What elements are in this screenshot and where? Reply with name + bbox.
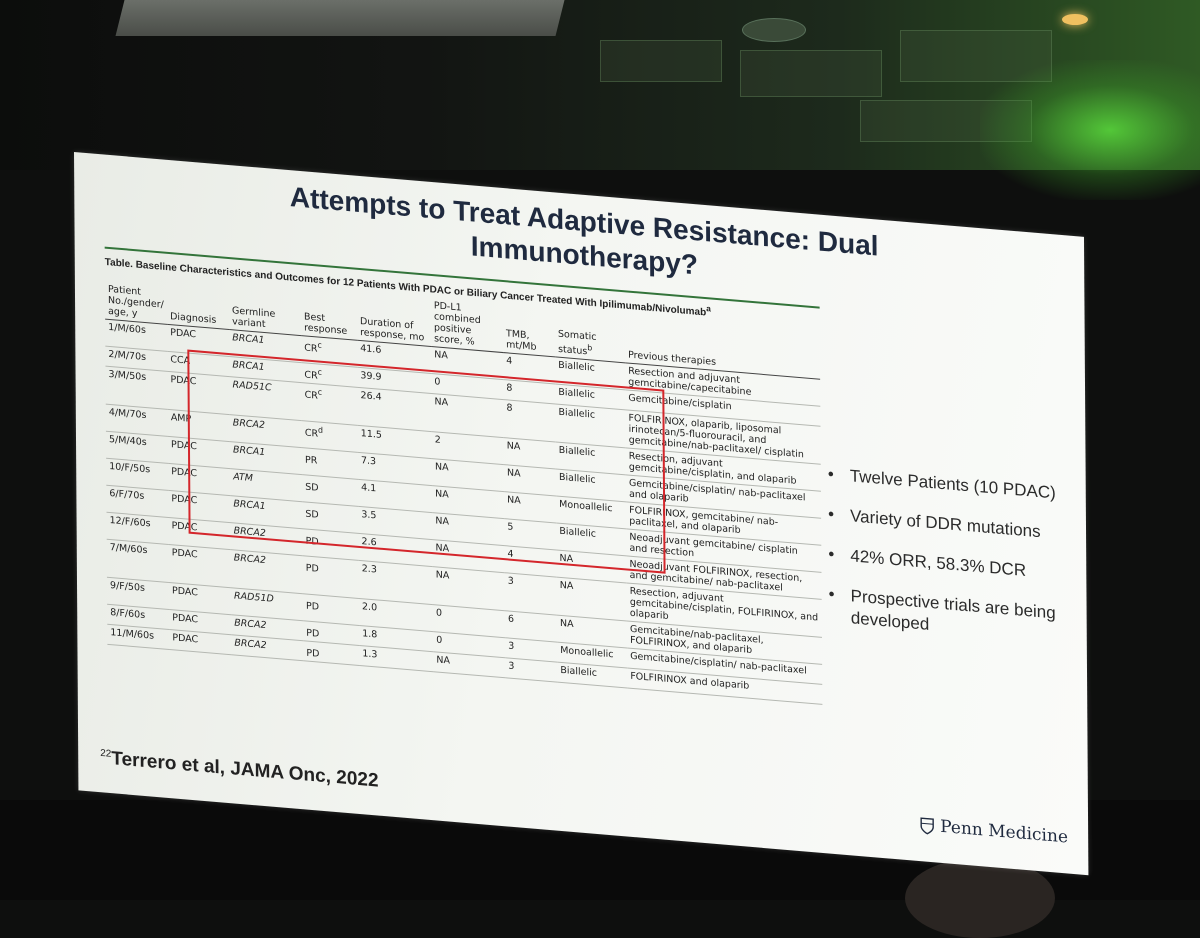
cell-duration-text: 2.3 bbox=[362, 563, 377, 575]
cell-germline-text: BRCA2 bbox=[234, 618, 266, 632]
cell-duration-text: 2.0 bbox=[362, 601, 377, 613]
cell-tmb: 3 bbox=[505, 658, 557, 683]
cell-pdl1-text: NA bbox=[436, 655, 450, 667]
bullet-text: Prospective trials are being developed bbox=[851, 586, 1056, 634]
cell-pdl1-text: NA bbox=[434, 349, 448, 361]
cell-tmb-text: 3 bbox=[508, 641, 514, 653]
cell-diagnosis-text: PDAC bbox=[172, 547, 198, 560]
ceiling-vent bbox=[742, 18, 806, 42]
cell-response-text: CR bbox=[304, 343, 317, 355]
ceiling-tile bbox=[600, 40, 722, 82]
cell-patient-text: 2/M/70s bbox=[108, 349, 146, 363]
cell-patient-text: 11/M/60s bbox=[110, 627, 154, 642]
cell-germline-text: BRCA1 bbox=[232, 332, 264, 346]
ceiling-soffit bbox=[116, 0, 565, 36]
table-caption-footnote: a bbox=[706, 303, 711, 313]
cell-patient-text: 6/F/70s bbox=[109, 488, 144, 502]
cell-diagnosis-text: PDAC bbox=[172, 612, 198, 625]
cell-germline-text: BRCA2 bbox=[234, 638, 266, 652]
ceiling-tile bbox=[740, 50, 882, 97]
header-pdl1: PD-L1 combined positive score, % bbox=[431, 298, 503, 353]
cell-pdl1-text: NA bbox=[436, 570, 450, 582]
cell-patient-text: 4/M/70s bbox=[109, 407, 147, 421]
cell-diagnosis-text: PDAC bbox=[172, 585, 198, 598]
cell-tmb-text: 3 bbox=[508, 576, 514, 588]
header-germline: Germline variant bbox=[229, 281, 301, 336]
cell-germline-text: BRCA2 bbox=[234, 553, 266, 567]
cell-response-text: PD bbox=[306, 648, 319, 660]
bullet-text: Twelve Patients (10 PDAC) bbox=[850, 466, 1056, 502]
cell-patient: 7/M/60s bbox=[107, 539, 169, 582]
cell-patient-text: 3/M/50s bbox=[108, 369, 146, 383]
cell-patient-text: 8/F/60s bbox=[110, 607, 145, 621]
cell-patient-text: 5/M/40s bbox=[109, 434, 147, 448]
cell-patient-text: 1/M/60s bbox=[108, 322, 146, 336]
shield-icon bbox=[920, 817, 934, 835]
bullet-item: • Variety of DDR mutations bbox=[828, 503, 1073, 546]
cell-tmb-text: 6 bbox=[508, 614, 514, 626]
cell-somatic-text: Biallelic bbox=[560, 665, 597, 679]
cell-pdl1-text: 0 bbox=[436, 608, 442, 620]
cell-patient: 3/M/50s bbox=[105, 366, 167, 409]
bullet-dot: • bbox=[828, 503, 834, 526]
cell-pdl1: NA bbox=[433, 567, 505, 611]
cell-patient-text: 7/M/60s bbox=[110, 542, 148, 556]
bullet-item: • Twelve Patients (10 PDAC) bbox=[828, 463, 1073, 506]
cell-diagnosis-text: PDAC bbox=[170, 327, 196, 340]
header-somatic: Somatic statusb bbox=[555, 308, 625, 362]
green-light-glow bbox=[980, 60, 1200, 200]
cell-patient-text: 10/F/50s bbox=[109, 461, 150, 475]
bullet-item: • Prospective trials are being developed bbox=[829, 583, 1074, 648]
bullet-dot: • bbox=[828, 463, 834, 486]
cell-patient: 11/M/60s bbox=[107, 625, 169, 650]
projected-slide: Attempts to Treat Adaptive Resistance: D… bbox=[74, 152, 1088, 875]
bullet-list: • Twelve Patients (10 PDAC) • Variety of D… bbox=[828, 463, 1074, 666]
cell-patient-text: 9/F/50s bbox=[110, 580, 145, 594]
cell-diagnosis-text: PDAC bbox=[172, 633, 198, 646]
bullet-text: 42% ORR, 58.3% DCR bbox=[850, 546, 1026, 580]
bullet-text: Variety of DDR mutations bbox=[850, 506, 1041, 541]
cell-somatic: NA bbox=[557, 577, 627, 621]
cell-response-text: PD bbox=[306, 601, 319, 613]
header-response: Best response bbox=[301, 287, 357, 340]
slide-number: 22 bbox=[100, 748, 111, 760]
citation-text: Terrero et al, JAMA Onc, 2022 bbox=[111, 748, 378, 791]
cell-somatic-text: Monoallelic bbox=[560, 645, 613, 660]
penn-medicine-logo: Penn Medicine bbox=[920, 815, 1068, 847]
cell-response: PD bbox=[303, 556, 359, 599]
cell-patient-text: 12/F/60s bbox=[110, 515, 151, 529]
cell-somatic-text: NA bbox=[560, 580, 574, 592]
bullet-dot: • bbox=[828, 543, 834, 566]
response-footnote: c bbox=[317, 340, 321, 349]
cell-tmb-text: 3 bbox=[508, 661, 514, 673]
header-tmb: TMB, mt/Mb bbox=[503, 304, 555, 357]
header-duration: Duration of response, mo bbox=[357, 292, 431, 347]
cell-somatic-text: NA bbox=[560, 618, 574, 630]
cell-duration-text: 41.6 bbox=[360, 343, 381, 356]
cell-tmb: 3 bbox=[505, 573, 557, 615]
header-patient: Patient No./gender/ age, y bbox=[105, 271, 167, 325]
citation: 22Terrero et al, JAMA Onc, 2022 bbox=[100, 747, 378, 792]
cell-duration: 2.3 bbox=[359, 561, 433, 605]
cell-germline: BRCA2 bbox=[231, 550, 303, 594]
cell-response-text: PD bbox=[306, 563, 319, 575]
ceiling-light bbox=[1062, 14, 1088, 25]
cell-duration-text: 1.8 bbox=[362, 628, 377, 640]
logo-text: Penn Medicine bbox=[940, 817, 1068, 848]
cell-germline-text: RAD51D bbox=[234, 591, 274, 605]
header-somatic-footnote: b bbox=[587, 343, 592, 352]
header-diagnosis: Diagnosis bbox=[167, 276, 229, 330]
bullet-dot: • bbox=[829, 583, 835, 606]
cell-diagnosis: PDAC bbox=[169, 630, 231, 655]
bullet-item: • 42% ORR, 58.3% DCR bbox=[828, 543, 1073, 586]
cell-response-text: PD bbox=[306, 628, 319, 640]
cell-duration-text: 1.3 bbox=[362, 649, 377, 661]
cell-tmb-text: 4 bbox=[506, 355, 512, 367]
cell-somatic-text: Biallelic bbox=[558, 360, 595, 374]
cell-diagnosis: PDAC bbox=[169, 545, 231, 588]
cell-response: PD bbox=[303, 641, 359, 666]
cell-pdl1-text: 0 bbox=[436, 635, 442, 647]
